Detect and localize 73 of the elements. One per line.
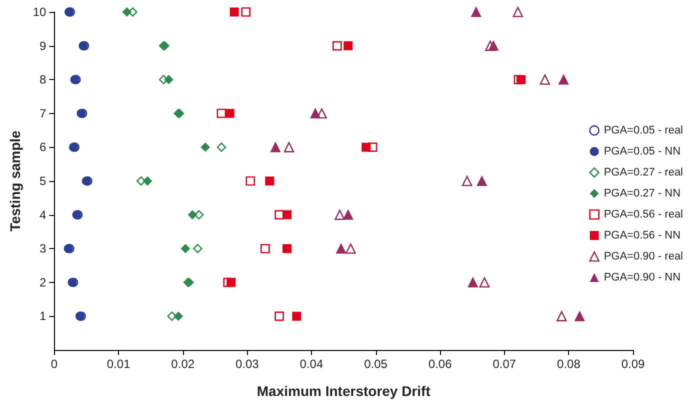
point: [241, 7, 251, 17]
point: [265, 176, 274, 186]
x-tick-label: 0.03: [235, 357, 260, 371]
point: [216, 108, 226, 118]
x-tick-label: 0: [50, 357, 58, 371]
point: [223, 278, 233, 288]
point: [343, 210, 354, 220]
point: [216, 142, 226, 152]
point: [270, 142, 280, 152]
x-tick-label: 0.01: [106, 357, 131, 371]
point: [274, 312, 284, 321]
y-tick-label: 1: [40, 309, 47, 324]
point: [334, 210, 345, 220]
point: [194, 210, 204, 220]
point: [346, 243, 356, 254]
point: [282, 244, 292, 254]
y-tick-label: 10: [32, 5, 47, 19]
point: [167, 312, 177, 321]
point: [574, 311, 585, 322]
point: [246, 176, 256, 186]
point: [368, 142, 378, 152]
y-axis-title: Testing sample: [7, 130, 23, 232]
point: [344, 41, 353, 50]
point: [558, 74, 569, 85]
point: [142, 176, 152, 186]
point: [556, 311, 567, 322]
point: [292, 312, 302, 321]
x-tick-label: 0.04: [300, 357, 324, 371]
point: [260, 244, 270, 254]
x-tick-label: 0.08: [557, 357, 581, 371]
x-tick-label: 0.07: [492, 357, 516, 371]
point: [336, 244, 346, 254]
point: [284, 142, 294, 152]
legend-label: PGA=0.90 - real: [604, 250, 684, 262]
y-tick-label: 2: [40, 275, 47, 290]
point: [540, 74, 550, 85]
x-axis-title: Maximum Interstorey Drift: [256, 383, 431, 399]
point: [332, 41, 342, 50]
point: [193, 244, 202, 254]
y-tick-label: 4: [40, 208, 47, 222]
legend-label: PGA=0.05 - real: [604, 124, 684, 136]
x-tick-label: 0.06: [428, 357, 452, 371]
point: [230, 8, 239, 16]
point: [225, 108, 234, 118]
point: [128, 7, 138, 17]
y-tick-label: 9: [40, 38, 47, 53]
point: [485, 40, 496, 51]
point: [479, 277, 490, 288]
y-tick-label: 3: [40, 242, 47, 256]
legend-label: PGA=0.56 - real: [604, 208, 684, 220]
x-tick-label: 0.05: [364, 357, 388, 371]
point: [274, 210, 284, 220]
legend-label: PGA=0.05 - NN: [604, 146, 681, 158]
y-tick-label: 8: [40, 72, 47, 87]
point: [136, 176, 146, 186]
point: [468, 277, 478, 288]
x-tick-label: 0.09: [621, 357, 645, 371]
point: [514, 74, 524, 84]
y-tick-label: 6: [40, 140, 47, 154]
point: [200, 142, 210, 152]
legend-label: PGA=0.90 - NN: [604, 272, 681, 284]
y-tick-label: 5: [40, 174, 47, 188]
legend-label: PGA=0.27 - real: [604, 166, 684, 178]
x-tick-label: 0.02: [171, 357, 195, 371]
legend-label: PGA=0.27 - NN: [604, 188, 681, 200]
legend-label: PGA=0.56 - NN: [604, 230, 681, 242]
point: [462, 176, 472, 186]
point: [180, 244, 190, 254]
point: [476, 176, 487, 186]
point: [316, 108, 327, 119]
point: [512, 6, 524, 18]
y-tick-label: 7: [40, 106, 47, 120]
point: [471, 7, 482, 17]
